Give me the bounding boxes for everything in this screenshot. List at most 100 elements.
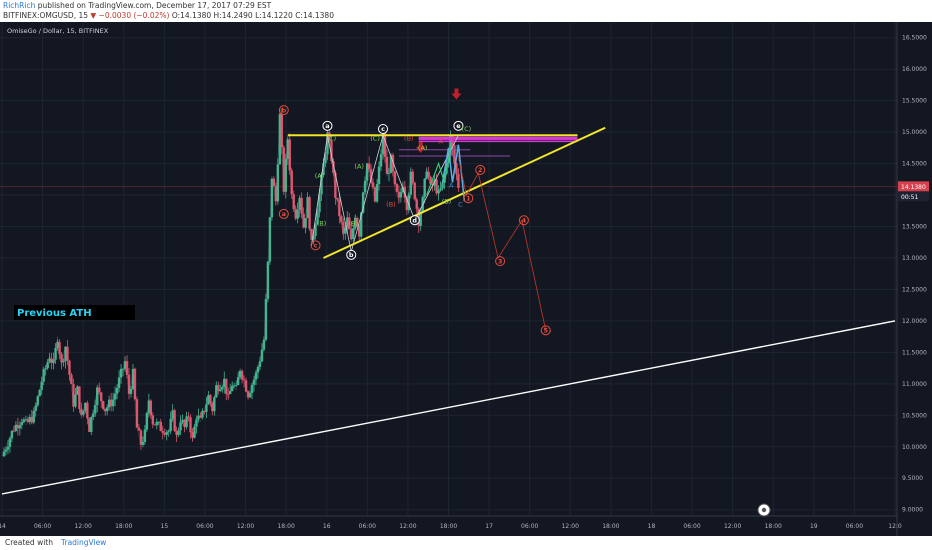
candle-body xyxy=(286,139,289,159)
candle-body xyxy=(205,404,208,412)
wave-label: (A) xyxy=(418,144,428,152)
candle-body xyxy=(113,393,117,400)
candle-body xyxy=(350,229,353,239)
wave-label: B xyxy=(454,144,458,152)
candle-body xyxy=(163,432,166,435)
candle-body xyxy=(401,187,405,193)
candle-body xyxy=(256,366,260,373)
wave-label: (C) xyxy=(462,125,472,133)
candle-body xyxy=(111,399,115,407)
candle-body xyxy=(258,361,262,367)
candle-body xyxy=(169,418,172,432)
wave-label-circle xyxy=(495,256,506,267)
candle-body xyxy=(250,384,254,393)
x-tick-label: 06:00 xyxy=(196,523,213,530)
tradingview-brand-link[interactable]: TradingView xyxy=(61,538,107,547)
candle-body xyxy=(109,399,113,407)
candle-body xyxy=(211,403,214,412)
candle-body xyxy=(375,184,379,202)
candle-body xyxy=(334,172,337,198)
candle-body xyxy=(165,432,168,435)
candle-body xyxy=(107,399,111,408)
candle-body xyxy=(213,397,216,412)
wave-label-circle xyxy=(475,164,486,175)
wave-label: c xyxy=(381,125,385,133)
candle-body xyxy=(272,178,276,187)
candle-body xyxy=(40,381,43,390)
x-tick-label: 17 xyxy=(485,523,493,530)
candle-body xyxy=(270,178,274,218)
publication-line: RichRich published on TradingView.com, D… xyxy=(3,1,271,10)
candle-body xyxy=(201,410,204,418)
candle-body xyxy=(28,416,31,422)
y-tick-label: 11.5000 xyxy=(902,349,927,356)
candle-body xyxy=(193,426,196,438)
candle-body xyxy=(179,422,182,431)
candle-body xyxy=(96,387,99,406)
x-tick-label: 06:00 xyxy=(34,523,51,530)
candle-body xyxy=(449,136,452,156)
triangle-lower-line[interactable] xyxy=(323,126,606,259)
candle-body xyxy=(82,410,85,415)
candle-body xyxy=(413,182,416,200)
last-price-label: 14.1380 xyxy=(901,184,926,191)
candle-body xyxy=(240,370,244,380)
candle-body xyxy=(103,409,107,412)
wave-label-circle xyxy=(346,249,357,260)
candle-body xyxy=(292,194,295,210)
x-tick-label: 18:00 xyxy=(277,523,294,530)
candle-body xyxy=(36,396,39,406)
y-tick-label: 15.5000 xyxy=(902,98,927,105)
y-tick-label: 10.5000 xyxy=(902,412,927,419)
candle-body xyxy=(52,359,55,363)
author-link[interactable]: RichRich xyxy=(3,1,36,10)
candle-body xyxy=(42,369,45,382)
candle-body xyxy=(298,197,301,211)
candle-body xyxy=(141,441,145,445)
chart-title: OmiseGo / Dollar, 15, BITFINEX xyxy=(7,27,109,35)
price-chart[interactable]: OmiseGo / Dollar, 15, BITFINEX 16.5000 16… xyxy=(0,22,932,536)
candle-body xyxy=(66,346,69,361)
y-tick-label: 13.5000 xyxy=(902,224,927,231)
candle-body xyxy=(127,374,131,394)
candle-body xyxy=(217,385,220,392)
support-trendline[interactable] xyxy=(1,320,896,495)
candle-body xyxy=(423,178,426,198)
candle-body xyxy=(102,401,105,410)
sub-wave-green xyxy=(426,147,452,196)
candle-body xyxy=(219,389,222,392)
candle-body xyxy=(234,385,238,386)
y-tick-label: 16.0000 xyxy=(902,66,927,73)
candle-body xyxy=(121,368,125,370)
wave-label-circle xyxy=(322,120,333,131)
candle-body xyxy=(419,212,422,226)
candle-body xyxy=(361,192,365,213)
x-tick-label: 15 xyxy=(161,523,169,530)
candle-body xyxy=(34,405,37,411)
wave-path xyxy=(311,133,459,252)
candle-body xyxy=(230,386,234,391)
candle-body xyxy=(92,413,95,418)
wave-label: e xyxy=(456,122,461,130)
candle-body xyxy=(356,217,359,227)
candle-body xyxy=(129,388,133,394)
wave-label: (B) xyxy=(348,219,358,227)
wave-label: a xyxy=(325,122,329,130)
wave-label: (B) xyxy=(386,200,396,208)
candle-body xyxy=(46,362,49,369)
x-tick-label: 18:00 xyxy=(602,523,619,530)
candle-body xyxy=(183,419,186,427)
candle-body xyxy=(330,140,333,161)
candle-body xyxy=(369,169,373,183)
candle-body xyxy=(274,186,278,202)
candle-body xyxy=(409,171,412,195)
candle-body xyxy=(38,389,41,397)
candle-body xyxy=(155,422,158,426)
sell-arrow-icon xyxy=(415,142,426,154)
y-tick-label: 12.5000 xyxy=(902,286,927,293)
y-tick-label: 11.0000 xyxy=(902,381,927,388)
candle-body xyxy=(387,172,391,174)
candle-body xyxy=(26,419,29,422)
projection-path xyxy=(458,157,547,331)
candle-body xyxy=(238,370,242,378)
